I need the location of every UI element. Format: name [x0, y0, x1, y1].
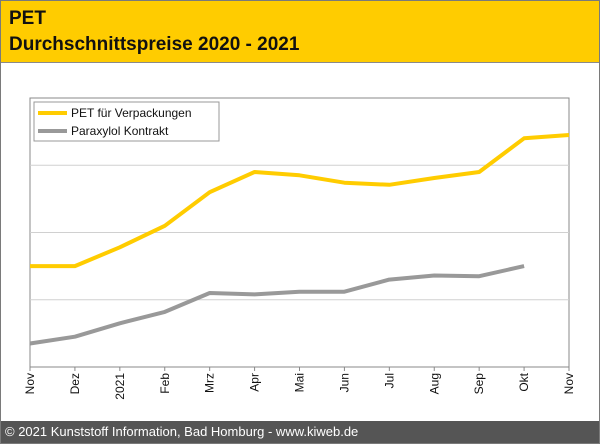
x-tick-label: Nov: [562, 373, 576, 394]
series-line-pet: [30, 133, 570, 269]
x-tick-label: Nov: [23, 373, 37, 394]
footer-bar: © 2021 Kunststoff Information, Bad Hombu…: [1, 421, 599, 443]
header-band: PET Durchschnittspreise 2020 - 2021: [1, 1, 599, 63]
x-tick-label: Dez: [68, 373, 82, 394]
copyright-text: © 2021 Kunststoff Information, Bad Hombu…: [5, 424, 359, 439]
legend-label-pet: PET für Verpackungen: [71, 106, 192, 120]
legend: PET für Verpackungen Paraxylol Kontrakt: [33, 101, 220, 142]
x-tick-label: 2021: [113, 373, 127, 400]
x-tick-label: Aug: [427, 373, 441, 394]
legend-label-paraxylol: Paraxylol Kontrakt: [71, 124, 169, 138]
x-tick-label: Sep: [472, 373, 486, 395]
x-tick-label: Okt: [517, 372, 531, 391]
x-tick-label: Jul: [382, 373, 396, 388]
series-layer: [29, 133, 570, 346]
x-tick-label: Apr: [248, 373, 262, 392]
x-tick-label: Mai: [293, 373, 307, 392]
chart-title: PET: [9, 8, 46, 29]
line-chart: Nov Dez 2021 Feb Mrz Apr Mai Jun Jul Aug Sep Okt Nov…: [23, 97, 576, 400]
x-tick-label: Mrz: [203, 373, 217, 393]
series-line-paraxylol: [29, 264, 525, 346]
chart-subtitle: Durchschnittspreise 2020 - 2021: [9, 34, 300, 55]
x-tick-label: Feb: [158, 373, 172, 394]
x-tick-label: Jun: [337, 373, 351, 392]
x-axis: Nov Dez 2021 Feb Mrz Apr Mai Jun Jul Aug Sep Okt Nov: [23, 367, 576, 400]
gridlines: [30, 164, 569, 301]
legend-box: [33, 101, 220, 142]
